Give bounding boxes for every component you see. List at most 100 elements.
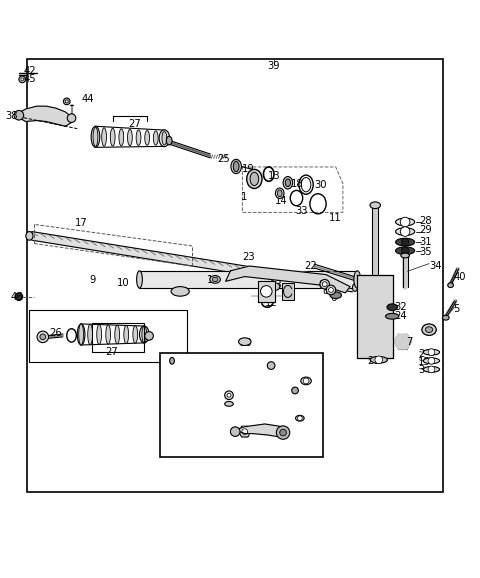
Bar xyxy=(282,283,294,300)
Text: 37: 37 xyxy=(251,442,263,452)
Ellipse shape xyxy=(396,247,415,254)
Text: 20: 20 xyxy=(239,338,252,347)
Text: 45: 45 xyxy=(299,413,311,423)
Text: 17: 17 xyxy=(75,218,88,228)
Ellipse shape xyxy=(93,127,98,146)
Ellipse shape xyxy=(166,136,172,145)
Bar xyxy=(92,323,144,352)
Ellipse shape xyxy=(231,160,241,173)
Ellipse shape xyxy=(154,131,158,145)
Text: 7: 7 xyxy=(407,336,413,347)
Polygon shape xyxy=(19,106,72,126)
Circle shape xyxy=(320,279,329,289)
Circle shape xyxy=(40,334,46,340)
Ellipse shape xyxy=(136,130,141,146)
Polygon shape xyxy=(235,424,288,438)
Ellipse shape xyxy=(77,324,85,345)
Ellipse shape xyxy=(396,238,415,246)
Text: 47: 47 xyxy=(211,399,223,409)
Ellipse shape xyxy=(330,292,341,299)
Ellipse shape xyxy=(396,228,415,235)
Text: 46: 46 xyxy=(290,384,303,395)
Text: 35: 35 xyxy=(420,247,432,257)
Ellipse shape xyxy=(270,283,280,290)
Ellipse shape xyxy=(97,324,102,344)
Circle shape xyxy=(14,110,24,120)
Circle shape xyxy=(303,378,309,384)
Circle shape xyxy=(65,100,68,103)
Text: 27: 27 xyxy=(128,119,141,129)
Ellipse shape xyxy=(137,271,143,288)
Text: 31: 31 xyxy=(420,237,432,247)
Text: 44: 44 xyxy=(222,428,234,438)
Text: 14: 14 xyxy=(275,197,287,206)
Ellipse shape xyxy=(162,132,167,145)
Ellipse shape xyxy=(423,358,440,364)
Circle shape xyxy=(375,356,383,364)
Text: 14: 14 xyxy=(206,275,219,286)
Ellipse shape xyxy=(385,313,399,319)
Text: 2: 2 xyxy=(418,349,424,358)
Ellipse shape xyxy=(443,316,449,320)
Ellipse shape xyxy=(387,304,397,310)
Text: 5: 5 xyxy=(454,304,460,314)
Text: 13: 13 xyxy=(268,171,280,180)
Polygon shape xyxy=(394,334,411,349)
Text: 28: 28 xyxy=(420,216,432,225)
Text: 8: 8 xyxy=(318,280,324,290)
Ellipse shape xyxy=(79,324,84,345)
Polygon shape xyxy=(357,275,393,358)
Ellipse shape xyxy=(277,190,282,197)
Ellipse shape xyxy=(423,366,440,372)
Circle shape xyxy=(400,217,410,227)
Text: 29: 29 xyxy=(420,225,432,235)
Text: 12: 12 xyxy=(265,298,277,308)
Ellipse shape xyxy=(448,283,454,288)
Text: 15: 15 xyxy=(418,357,431,367)
Circle shape xyxy=(63,98,70,105)
Ellipse shape xyxy=(171,287,189,296)
Polygon shape xyxy=(226,266,350,293)
Text: 44: 44 xyxy=(82,94,95,103)
Text: 1: 1 xyxy=(241,192,247,202)
Circle shape xyxy=(323,282,327,287)
Ellipse shape xyxy=(115,325,120,344)
Polygon shape xyxy=(258,281,275,302)
Text: 45: 45 xyxy=(24,75,36,84)
Ellipse shape xyxy=(91,126,100,147)
Ellipse shape xyxy=(124,325,129,343)
Ellipse shape xyxy=(396,218,415,226)
Text: 6: 6 xyxy=(330,293,336,303)
Bar xyxy=(27,60,444,492)
Text: 22: 22 xyxy=(304,261,317,271)
Text: 42: 42 xyxy=(24,66,36,76)
Circle shape xyxy=(267,362,275,369)
Ellipse shape xyxy=(276,188,284,198)
Text: 27: 27 xyxy=(105,347,118,357)
Text: 46: 46 xyxy=(10,292,23,302)
Circle shape xyxy=(37,331,48,343)
Ellipse shape xyxy=(110,128,115,146)
Ellipse shape xyxy=(102,128,107,146)
Text: 48: 48 xyxy=(211,390,223,400)
Text: 41: 41 xyxy=(196,353,209,364)
Circle shape xyxy=(292,387,299,394)
Ellipse shape xyxy=(352,284,357,291)
Circle shape xyxy=(67,114,76,123)
Ellipse shape xyxy=(285,179,290,187)
Text: 18: 18 xyxy=(291,179,303,188)
Text: 38: 38 xyxy=(5,111,18,121)
Ellipse shape xyxy=(301,377,312,385)
Text: 10: 10 xyxy=(117,278,129,288)
Text: 33: 33 xyxy=(296,206,308,216)
Circle shape xyxy=(298,416,302,421)
Circle shape xyxy=(15,293,23,301)
Text: 26: 26 xyxy=(49,328,62,338)
Ellipse shape xyxy=(401,253,409,258)
Ellipse shape xyxy=(247,169,262,188)
Circle shape xyxy=(276,426,290,439)
Ellipse shape xyxy=(370,202,381,209)
Ellipse shape xyxy=(250,172,259,186)
Ellipse shape xyxy=(142,326,147,343)
Circle shape xyxy=(242,429,248,435)
